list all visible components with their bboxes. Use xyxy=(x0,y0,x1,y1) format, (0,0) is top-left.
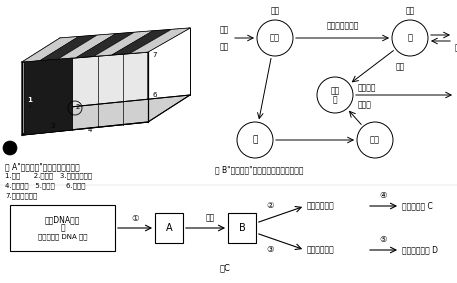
Polygon shape xyxy=(112,29,171,55)
Text: 转基因绵羊 C: 转基因绵羊 C xyxy=(402,201,433,211)
Circle shape xyxy=(257,20,293,56)
Text: 市场: 市场 xyxy=(405,6,414,15)
Text: 技术: 技术 xyxy=(220,42,229,51)
Text: 蔬菜: 蔬菜 xyxy=(270,33,280,42)
Text: A: A xyxy=(166,223,172,233)
Polygon shape xyxy=(130,28,190,53)
Text: ②: ② xyxy=(266,201,274,211)
Text: B: B xyxy=(239,223,245,233)
Text: 沼气
池: 沼气 池 xyxy=(330,86,340,104)
Circle shape xyxy=(3,141,17,155)
Text: 供取暖、: 供取暖、 xyxy=(358,83,377,92)
Polygon shape xyxy=(22,95,190,135)
Text: ①: ① xyxy=(131,214,139,223)
Text: 氧气以及废弃物: 氧气以及废弃物 xyxy=(326,21,359,30)
Text: 4: 4 xyxy=(88,127,92,133)
Text: ④: ④ xyxy=(379,191,387,200)
Text: 5: 5 xyxy=(6,145,10,151)
FancyBboxPatch shape xyxy=(10,205,115,251)
Text: 7: 7 xyxy=(153,52,157,58)
Polygon shape xyxy=(58,34,116,59)
Polygon shape xyxy=(94,31,153,56)
FancyBboxPatch shape xyxy=(228,213,256,243)
Text: 人的DNA分子: 人的DNA分子 xyxy=(45,215,80,224)
Text: 饲料: 饲料 xyxy=(455,43,457,52)
Polygon shape xyxy=(76,32,134,58)
Text: 照明等: 照明等 xyxy=(358,100,372,109)
Text: 或: 或 xyxy=(60,224,65,233)
Text: 重组: 重组 xyxy=(205,213,215,222)
Text: 4.溢流渠道   5.沼气池     6.通风口: 4.溢流渠道 5.沼气池 6.通风口 xyxy=(5,182,85,188)
Text: 市场: 市场 xyxy=(271,6,280,15)
Text: 厕所: 厕所 xyxy=(370,136,380,145)
Circle shape xyxy=(357,122,393,158)
Text: 图 B"四位一体"生态农业物质循环示意图: 图 B"四位一体"生态农业物质循环示意图 xyxy=(215,165,303,174)
Text: 图 A"四位一体"农业生态工程模式: 图 A"四位一体"农业生态工程模式 xyxy=(5,162,80,171)
Polygon shape xyxy=(22,52,148,135)
Text: 7.简易日光温室: 7.简易日光温室 xyxy=(5,192,37,199)
Text: 粪尿: 粪尿 xyxy=(396,62,405,71)
Text: ③: ③ xyxy=(266,245,274,254)
Text: 6: 6 xyxy=(153,92,157,98)
Text: 棉花受体细胞: 棉花受体细胞 xyxy=(307,245,335,254)
Text: 苏云金杆菌 DNA 分子: 苏云金杆菌 DNA 分子 xyxy=(38,234,87,240)
Text: 1: 1 xyxy=(27,97,32,103)
Text: 2: 2 xyxy=(76,104,80,110)
Polygon shape xyxy=(24,58,72,135)
Text: 3: 3 xyxy=(50,123,54,129)
Text: 种子: 种子 xyxy=(220,25,229,34)
Circle shape xyxy=(237,122,273,158)
Text: 转基因抗虫棉 D: 转基因抗虫棉 D xyxy=(402,245,438,254)
Text: 1.厕所      2.猪禽舍   3.沼气池进料口: 1.厕所 2.猪禽舍 3.沼气池进料口 xyxy=(5,172,92,179)
Text: 猪: 猪 xyxy=(408,33,413,42)
Text: 人: 人 xyxy=(252,136,258,145)
Circle shape xyxy=(317,77,353,113)
Text: 图C: 图C xyxy=(219,263,230,272)
Text: 绵羊受体细胞: 绵羊受体细胞 xyxy=(307,201,335,211)
Circle shape xyxy=(392,20,428,56)
Polygon shape xyxy=(40,35,97,61)
Text: ⑤: ⑤ xyxy=(379,235,387,244)
Polygon shape xyxy=(22,37,79,62)
FancyBboxPatch shape xyxy=(155,213,183,243)
